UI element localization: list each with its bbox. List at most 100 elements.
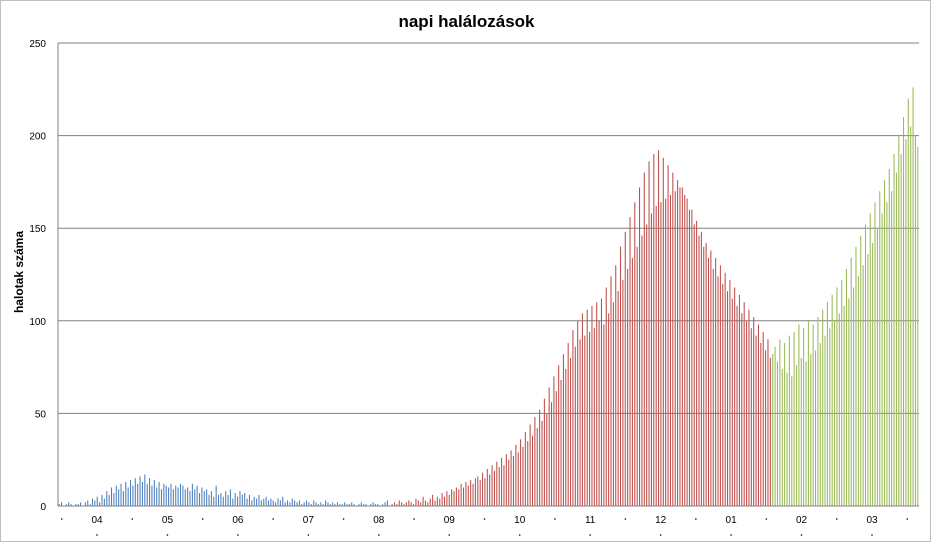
bar	[215, 485, 217, 506]
bar	[750, 328, 752, 506]
bar	[867, 254, 869, 506]
bar	[436, 496, 438, 506]
bar	[256, 498, 258, 506]
bar	[669, 194, 671, 507]
bar	[605, 287, 607, 506]
bar	[524, 431, 526, 506]
bar	[636, 246, 638, 506]
bar	[320, 502, 322, 506]
bar	[222, 496, 224, 506]
bar	[482, 472, 484, 506]
bar	[536, 428, 538, 506]
bar	[484, 478, 486, 506]
bar	[888, 168, 890, 506]
chart-title: napi halálozások	[398, 12, 535, 31]
bar	[534, 417, 536, 506]
x-minor-dot	[765, 518, 768, 520]
bar	[615, 265, 617, 506]
bar	[734, 287, 736, 506]
bar	[572, 330, 574, 506]
bar	[698, 235, 700, 507]
bar	[420, 502, 422, 506]
x-minor-dot	[906, 518, 909, 520]
x-minor-dot	[800, 534, 803, 536]
bar	[646, 224, 648, 506]
bar	[220, 493, 222, 506]
bar	[137, 483, 139, 506]
bar	[424, 500, 427, 506]
bar	[729, 280, 731, 506]
bar	[279, 500, 281, 506]
axes: 0 50 100 150 200 250 04 05 06 07 08 09 10 11 12 01 02 03	[29, 39, 919, 536]
bar	[589, 331, 591, 506]
bar	[239, 491, 241, 506]
bar	[282, 496, 284, 506]
bar	[527, 441, 529, 506]
bar	[275, 502, 277, 506]
x-tick-label: 12	[655, 515, 667, 526]
bar	[213, 496, 215, 506]
bar	[843, 305, 845, 506]
bar	[717, 276, 719, 506]
bar	[834, 320, 836, 506]
bar	[103, 498, 105, 506]
bar	[87, 500, 89, 506]
bar	[741, 313, 743, 506]
bar	[619, 246, 622, 506]
bar	[130, 480, 132, 506]
bar	[206, 489, 208, 506]
bar	[662, 157, 664, 506]
y-tick-label: 200	[29, 132, 46, 143]
bar	[817, 317, 819, 506]
bar	[225, 491, 227, 506]
bar	[446, 491, 448, 506]
bar	[384, 502, 386, 506]
x-minor-dot	[448, 534, 451, 536]
bars	[58, 87, 919, 507]
bar	[727, 291, 729, 506]
bar	[377, 504, 379, 506]
bar	[612, 302, 614, 506]
bar	[800, 357, 802, 506]
bar	[881, 213, 883, 506]
bar	[803, 328, 805, 506]
bar	[793, 331, 795, 506]
bar	[479, 480, 481, 506]
bar	[505, 454, 507, 506]
bar	[413, 504, 415, 506]
bar	[493, 470, 495, 506]
bar	[286, 500, 289, 506]
bar	[650, 213, 652, 506]
bar	[520, 439, 522, 506]
bar	[265, 496, 267, 506]
bar	[336, 502, 338, 506]
bar	[172, 489, 174, 506]
bar	[168, 487, 170, 506]
bar	[77, 504, 79, 506]
bar	[106, 491, 108, 506]
bar	[339, 504, 341, 506]
bar	[134, 478, 136, 506]
bar	[346, 504, 348, 506]
bar	[639, 187, 641, 506]
bar	[344, 502, 346, 506]
bar	[441, 493, 443, 506]
bar	[581, 313, 583, 506]
bar	[586, 309, 588, 506]
bar	[596, 302, 598, 506]
bar	[757, 324, 759, 506]
bar	[874, 202, 876, 506]
bar	[731, 298, 733, 506]
bar	[831, 294, 833, 506]
bar	[139, 476, 141, 506]
bar	[591, 305, 593, 506]
bar	[363, 504, 365, 506]
bar	[562, 354, 564, 506]
bar	[194, 489, 196, 506]
bar	[876, 228, 878, 506]
bar	[512, 456, 515, 506]
bar	[767, 339, 769, 506]
bar	[712, 268, 714, 506]
bar	[289, 502, 291, 506]
